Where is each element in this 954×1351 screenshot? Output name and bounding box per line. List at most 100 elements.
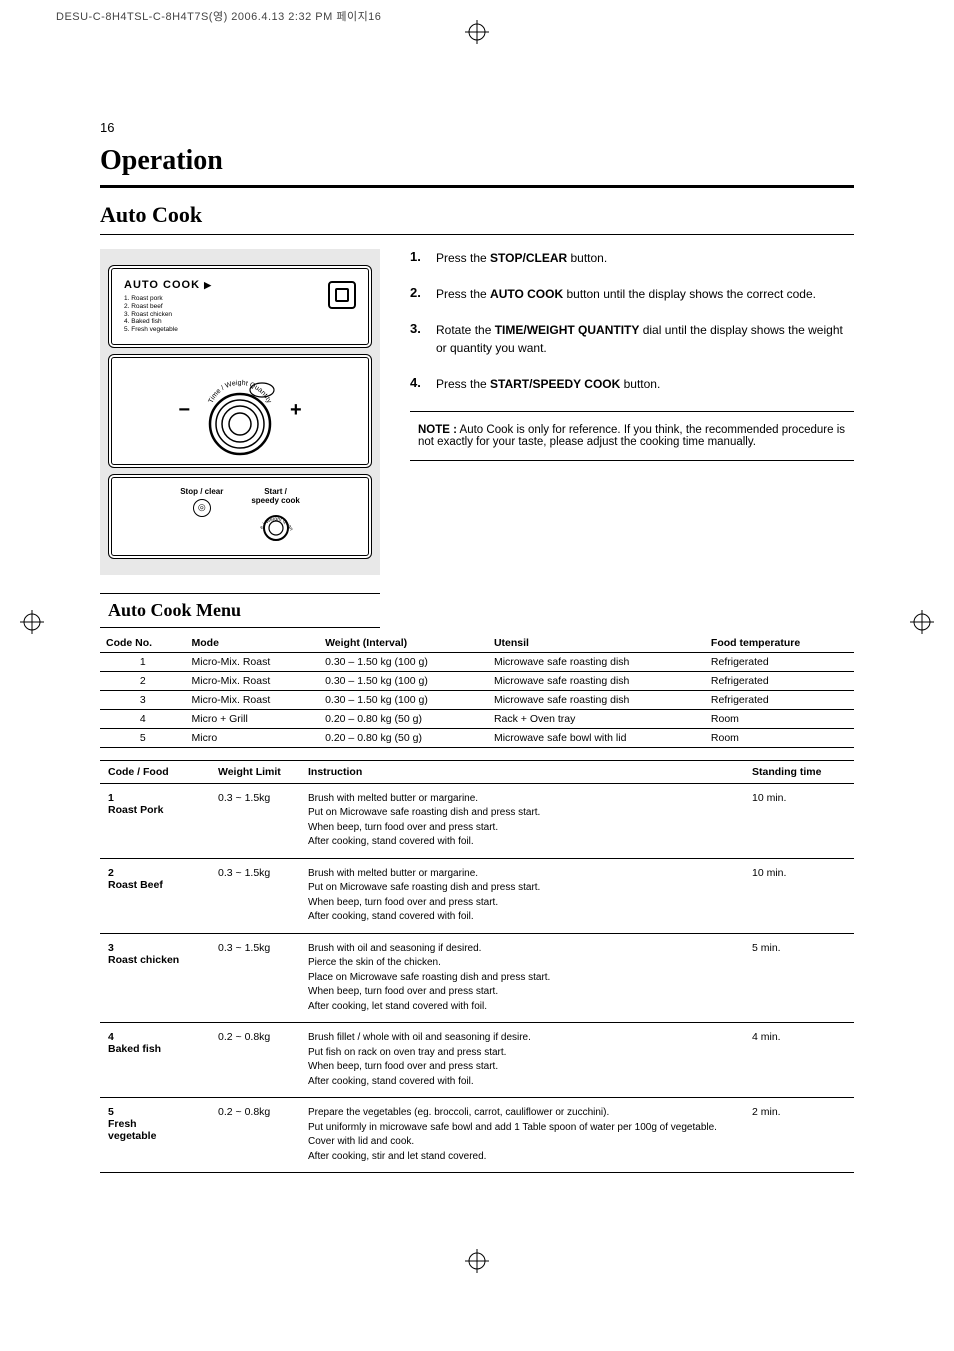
table-cell: Refrigerated <box>705 690 854 709</box>
autocook-item: 4. Baked fish <box>124 318 212 326</box>
start-dial-icon: Time / Weight Quantity <box>259 508 293 542</box>
table-cell: 1 <box>100 652 186 671</box>
autocook-item: 5. Fresh vegetable <box>124 326 212 334</box>
code-cell: 2Roast Beef <box>100 858 210 933</box>
step-text: Press the STOP/CLEAR button. <box>436 249 854 267</box>
table-cell: 3 <box>100 690 186 709</box>
crop-mark-bottom <box>465 1249 489 1273</box>
triangle-icon: ▶ <box>204 280 212 290</box>
table-cell: Microwave safe roasting dish <box>488 652 705 671</box>
standing-cell: 10 min. <box>744 858 854 933</box>
table-row: 1Roast Pork0.3 ~ 1.5kgBrush with melted … <box>100 783 854 858</box>
section-heading: Auto Cook <box>100 202 854 228</box>
weight-cell: 0.3 ~ 1.5kg <box>210 858 300 933</box>
autocook-panel: AUTO COOK ▶ 1. Roast pork2. Roast beef3.… <box>108 265 372 348</box>
autocook-label: AUTO COOK ▶ <box>124 279 212 291</box>
instruction-cell: Brush with melted butter or margarine.Pu… <box>300 858 744 933</box>
table-header: Utensil <box>488 634 705 653</box>
table-cell: 0.20 – 0.80 kg (50 g) <box>319 709 488 728</box>
table-row: 4Baked fish0.2 ~ 0.8kgBrush fillet / who… <box>100 1023 854 1098</box>
instruction-step: 4. Press the START/SPEEDY COOK button. <box>410 375 854 393</box>
code-cell: 4Baked fish <box>100 1023 210 1098</box>
code-cell: 3Roast chicken <box>100 933 210 1023</box>
code-cell: 5Freshvegetable <box>100 1098 210 1173</box>
table-header: Weight (Interval) <box>319 634 488 653</box>
table-cell: 2 <box>100 671 186 690</box>
table-cell: Room <box>705 709 854 728</box>
stop-icon: ◎ <box>193 499 211 517</box>
table-header: Standing time <box>744 760 854 783</box>
step-number: 2. <box>410 285 428 303</box>
start-label: Start / speedy cook <box>251 488 299 506</box>
autocook-button-icon <box>328 281 356 309</box>
instruction-step: 1. Press the STOP/CLEAR button. <box>410 249 854 267</box>
table-row: 4Micro + Grill0.20 – 0.80 kg (50 g)Rack … <box>100 709 854 728</box>
rule <box>100 185 854 188</box>
table-cell: 0.30 – 1.50 kg (100 g) <box>319 652 488 671</box>
crop-mark-top <box>465 20 489 44</box>
table-cell: Microwave safe roasting dish <box>488 671 705 690</box>
table-header: Code No. <box>100 634 186 653</box>
instruction-cell: Brush fillet / whole with oil and season… <box>300 1023 744 1098</box>
instruction-table: Code / FoodWeight LimitInstructionStandi… <box>100 760 854 1174</box>
control-panels: AUTO COOK ▶ 1. Roast pork2. Roast beef3.… <box>100 249 380 628</box>
table-cell: Microwave safe roasting dish <box>488 690 705 709</box>
weight-cell: 0.2 ~ 0.8kg <box>210 1023 300 1098</box>
step-text: Press the START/SPEEDY COOK button. <box>436 375 854 393</box>
table-cell: Rack + Oven tray <box>488 709 705 728</box>
table-row: 3Roast chicken0.3 ~ 1.5kgBrush with oil … <box>100 933 854 1023</box>
table-cell: Microwave safe bowl with lid <box>488 728 705 747</box>
table-cell: Micro + Grill <box>186 709 320 728</box>
standing-cell: 2 min. <box>744 1098 854 1173</box>
table-cell: Micro-Mix. Roast <box>186 652 320 671</box>
autocook-label-text: AUTO COOK <box>124 279 200 291</box>
page-title: Operation <box>100 145 854 177</box>
instructions: 1. Press the STOP/CLEAR button. 2. Press th… <box>410 249 854 461</box>
table-header: Mode <box>186 634 320 653</box>
table-header: Weight Limit <box>210 760 300 783</box>
page-content: 16 Operation Auto Cook AUTO COOK ▶ 1. Ro… <box>0 0 954 1293</box>
weight-cell: 0.3 ~ 1.5kg <box>210 783 300 858</box>
page-number: 16 <box>100 120 854 135</box>
start-label-1: Start / <box>264 487 287 496</box>
autocook-item: 3. Roast chicken <box>124 311 212 319</box>
rule <box>100 234 854 235</box>
step-number: 1. <box>410 249 428 267</box>
table-row: 2Micro-Mix. Roast0.30 – 1.50 kg (100 g)M… <box>100 671 854 690</box>
note-box: NOTE : Auto Cook is only for reference. … <box>410 411 854 461</box>
note-text: Auto Cook is only for reference. If you … <box>418 424 845 448</box>
step-text: Press the AUTO COOK button until the dis… <box>436 285 854 303</box>
minus-icon: − <box>178 399 190 422</box>
stop-clear-label: Stop / clear <box>180 488 223 497</box>
autocook-item: 2. Roast beef <box>124 303 212 311</box>
note-label: NOTE : <box>418 424 457 436</box>
instruction-step: 2. Press the AUTO COOK button until the d… <box>410 285 854 303</box>
step-list: 1. Press the STOP/CLEAR button. 2. Press th… <box>410 249 854 393</box>
table-row: 5Micro0.20 – 0.80 kg (50 g)Microwave saf… <box>100 728 854 747</box>
step-number: 3. <box>410 321 428 357</box>
step-number: 4. <box>410 375 428 393</box>
table-row: 2Roast Beef0.3 ~ 1.5kgBrush with melted … <box>100 858 854 933</box>
plus-icon: + <box>290 399 302 422</box>
table-cell: 0.20 – 0.80 kg (50 g) <box>319 728 488 747</box>
spec-table: Code No.ModeWeight (Interval)UtensilFood… <box>100 634 854 748</box>
standing-cell: 4 min. <box>744 1023 854 1098</box>
table-cell: 0.30 – 1.50 kg (100 g) <box>319 671 488 690</box>
auto-cook-menu-heading: Auto Cook Menu <box>100 593 380 628</box>
table-cell: 5 <box>100 728 186 747</box>
table-cell: 0.30 – 1.50 kg (100 g) <box>319 690 488 709</box>
standing-cell: 5 min. <box>744 933 854 1023</box>
table-row: 3Micro-Mix. Roast0.30 – 1.50 kg (100 g)M… <box>100 690 854 709</box>
crop-mark-right <box>910 610 934 634</box>
table-cell: 4 <box>100 709 186 728</box>
table-row: 1Micro-Mix. Roast0.30 – 1.50 kg (100 g)M… <box>100 652 854 671</box>
start-stop-panel: Stop / clear ◎ Start / speedy cook Time … <box>108 474 372 559</box>
table-cell: Micro <box>186 728 320 747</box>
instruction-cell: Brush with melted butter or margarine.Pu… <box>300 783 744 858</box>
table-row: 5Freshvegetable0.2 ~ 0.8kgPrepare the ve… <box>100 1098 854 1173</box>
step-text: Rotate the TIME/WEIGHT QUANTITY dial unt… <box>436 321 854 357</box>
autocook-item: 1. Roast pork <box>124 295 212 303</box>
dial-panel: − Time / Weight Quantity <box>108 354 372 468</box>
print-header: DESU-C-8H4TSL-C-8H4T7S(영) 2006.4.13 2:32… <box>56 8 381 24</box>
code-cell: 1Roast Pork <box>100 783 210 858</box>
